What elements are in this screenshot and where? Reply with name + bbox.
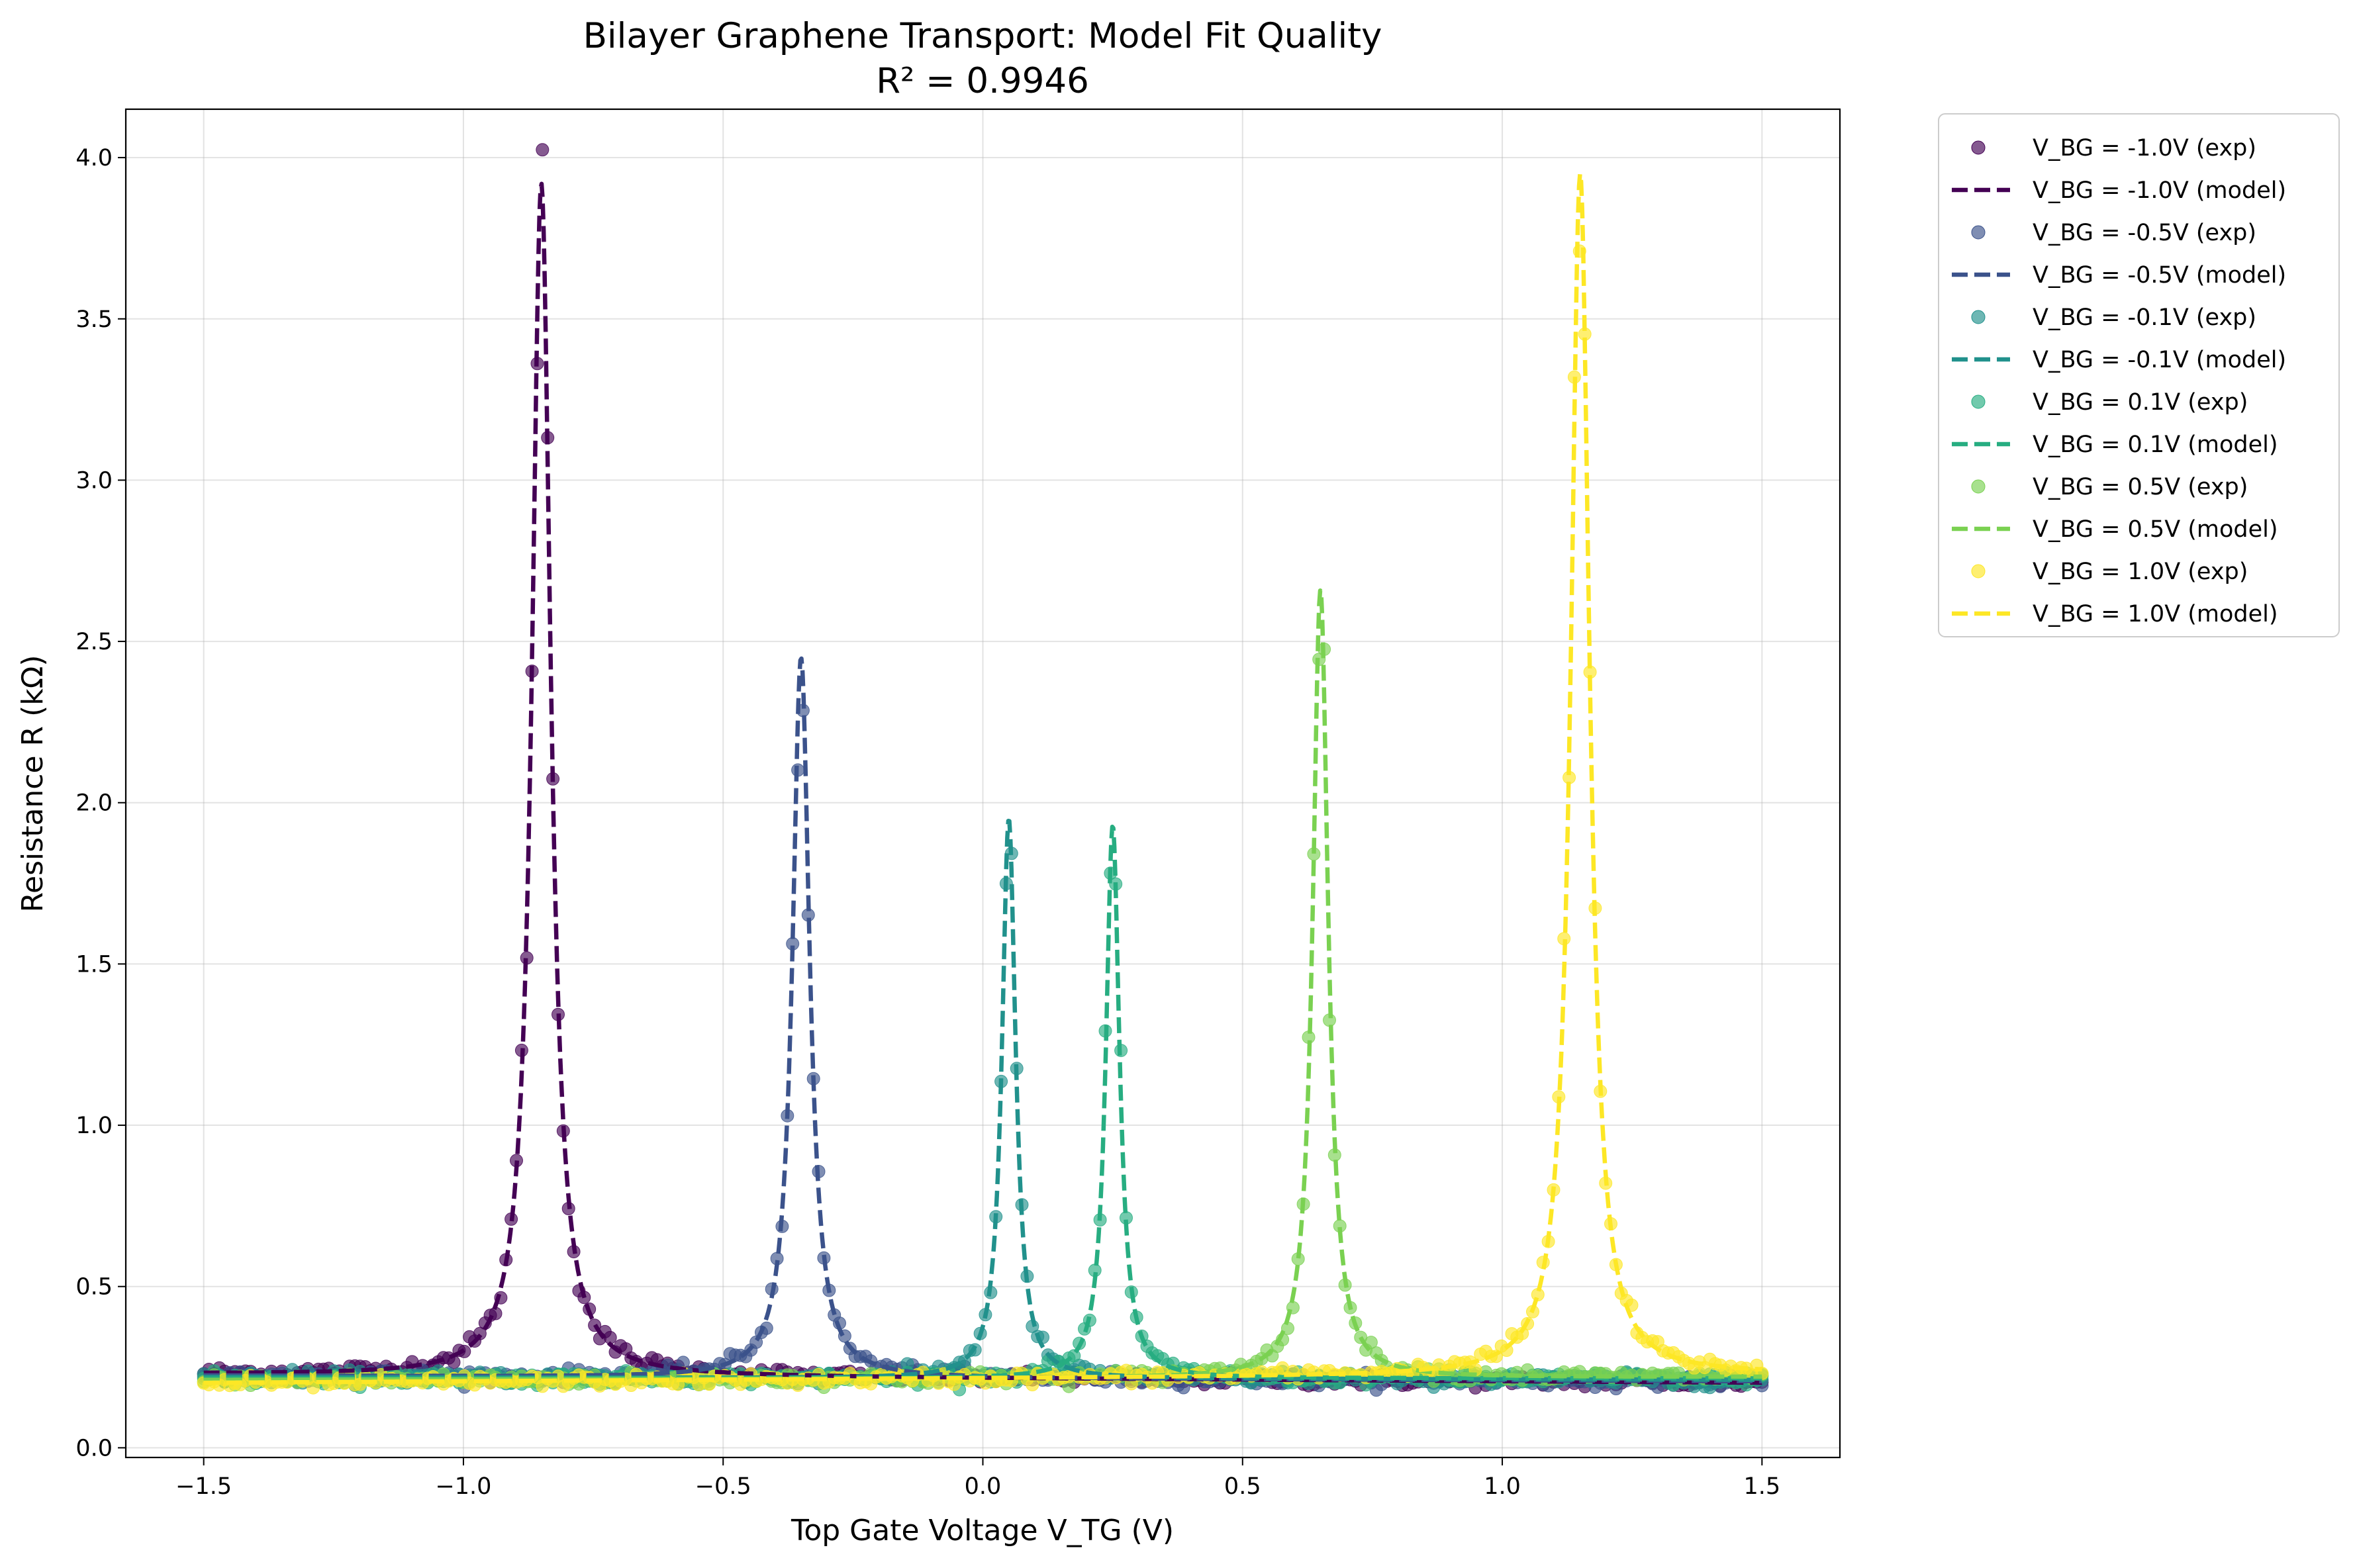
- legend-model-label: V_BG = -0.1V (model): [2033, 347, 2286, 373]
- x-tick-label: 1.0: [1484, 1473, 1521, 1500]
- x-tick-label: −1.5: [175, 1473, 232, 1500]
- y-tick-label: 1.0: [75, 1113, 113, 1139]
- chart-subtitle: R² = 0.9946: [876, 61, 1089, 101]
- legend-model-label: V_BG = 0.1V (model): [2033, 432, 2278, 458]
- y-tick-label: 0.0: [75, 1435, 113, 1461]
- legend-exp-marker: [1971, 310, 1986, 324]
- x-tick-label: 0.0: [965, 1473, 1002, 1500]
- legend-model-label: V_BG = -1.0V (model): [2033, 177, 2286, 204]
- data-series: [197, 143, 1769, 1397]
- legend-exp-marker: [1971, 225, 1986, 240]
- y-axis-label: Resistance R (kΩ): [16, 655, 50, 912]
- legend-exp-label: V_BG = -0.1V (exp): [2033, 304, 2256, 331]
- legend-exp-marker: [1971, 479, 1986, 494]
- legend-exp-label: V_BG = 0.5V (exp): [2033, 474, 2248, 500]
- y-tick-label: 2.5: [75, 629, 113, 655]
- chart-title: Bilayer Graphene Transport: Model Fit Qu…: [583, 16, 1382, 56]
- y-tick-label: 1.5: [75, 951, 113, 978]
- x-tick-label: −1.0: [435, 1473, 491, 1500]
- x-tick-label: 0.5: [1224, 1473, 1261, 1500]
- y-tick-label: 2.0: [75, 790, 113, 817]
- x-tick-label: 1.5: [1743, 1473, 1780, 1500]
- y-tick-label: 3.0: [75, 467, 113, 494]
- legend-exp-label: V_BG = 1.0V (exp): [2033, 559, 2248, 585]
- grid-lines: [126, 109, 1840, 1457]
- legend-exp-marker: [1971, 394, 1986, 409]
- legend-model-label: V_BG = -0.5V (model): [2033, 262, 2286, 289]
- exp-point: [536, 143, 550, 157]
- y-tick-label: 0.5: [75, 1274, 113, 1301]
- legend: V_BG = -1.0V (exp) V_BG = -1.0V (model) V_…: [1938, 113, 2340, 637]
- x-axis-label: Top Gate Voltage V_TG (V): [791, 1514, 1174, 1547]
- legend-exp-marker: [1971, 564, 1986, 578]
- y-tick-label: 4.0: [75, 145, 113, 171]
- legend-exp-label: V_BG = 0.1V (exp): [2033, 389, 2248, 416]
- legend-model-label: V_BG = 1.0V (model): [2033, 601, 2278, 627]
- legend-exp-marker: [1971, 140, 1986, 155]
- legend-exp-label: V_BG = -0.5V (exp): [2033, 220, 2256, 246]
- legend-model-label: V_BG = 0.5V (model): [2033, 516, 2278, 543]
- legend-exp-label: V_BG = -1.0V (exp): [2033, 135, 2256, 161]
- x-tick-label: −0.5: [695, 1473, 751, 1500]
- y-tick-label: 3.5: [75, 306, 113, 333]
